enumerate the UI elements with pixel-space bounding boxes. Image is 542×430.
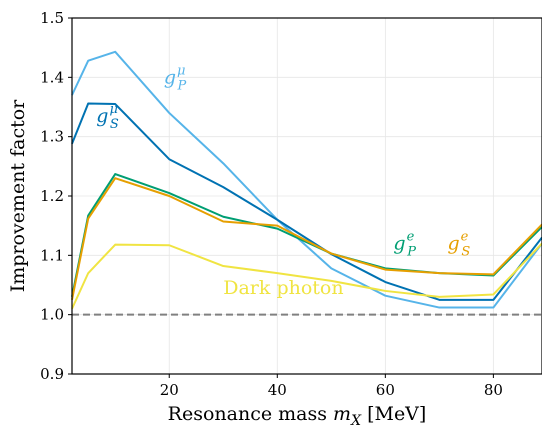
series-label-1: gμ S xyxy=(96,102,119,132)
series-lines xyxy=(71,50,542,310)
y-tick-label: 1.5 xyxy=(40,9,64,27)
series-line-4 xyxy=(71,242,542,310)
series-label-0: gμ P xyxy=(164,63,187,93)
x-axis-label: Resonance mass mX [MeV] xyxy=(168,403,427,429)
series-label-2: ge P xyxy=(393,229,416,259)
y-tick-label: 1.0 xyxy=(40,306,64,324)
y-axis-ticks: 0.9 1.0 1.1 1.2 1.3 1.4 1.5 xyxy=(40,9,72,383)
series-line-3 xyxy=(71,177,542,301)
grid xyxy=(72,17,542,375)
x-tick-label: 40 xyxy=(268,381,287,399)
y-axis-label: Improvement factor xyxy=(7,99,29,292)
y-tick-label: 1.2 xyxy=(40,187,64,205)
x-axis-ticks: 20 40 60 80 xyxy=(160,374,503,399)
x-tick-label: 80 xyxy=(484,381,503,399)
series-line-0 xyxy=(71,50,542,309)
x-tick-label: 60 xyxy=(376,381,395,399)
series-line-1 xyxy=(71,102,542,301)
x-tick-label: 20 xyxy=(160,381,179,399)
series-label-3: ge S xyxy=(447,229,470,259)
y-tick-label: 1.3 xyxy=(40,128,64,146)
y-tick-label: 1.1 xyxy=(40,246,64,264)
series-labels: gμ P gμ S ge P ge S Dark photon xyxy=(96,63,470,299)
y-tick-label: 0.9 xyxy=(40,365,64,383)
y-tick-label: 1.4 xyxy=(40,68,64,86)
series-label-4: Dark photon xyxy=(223,277,343,299)
